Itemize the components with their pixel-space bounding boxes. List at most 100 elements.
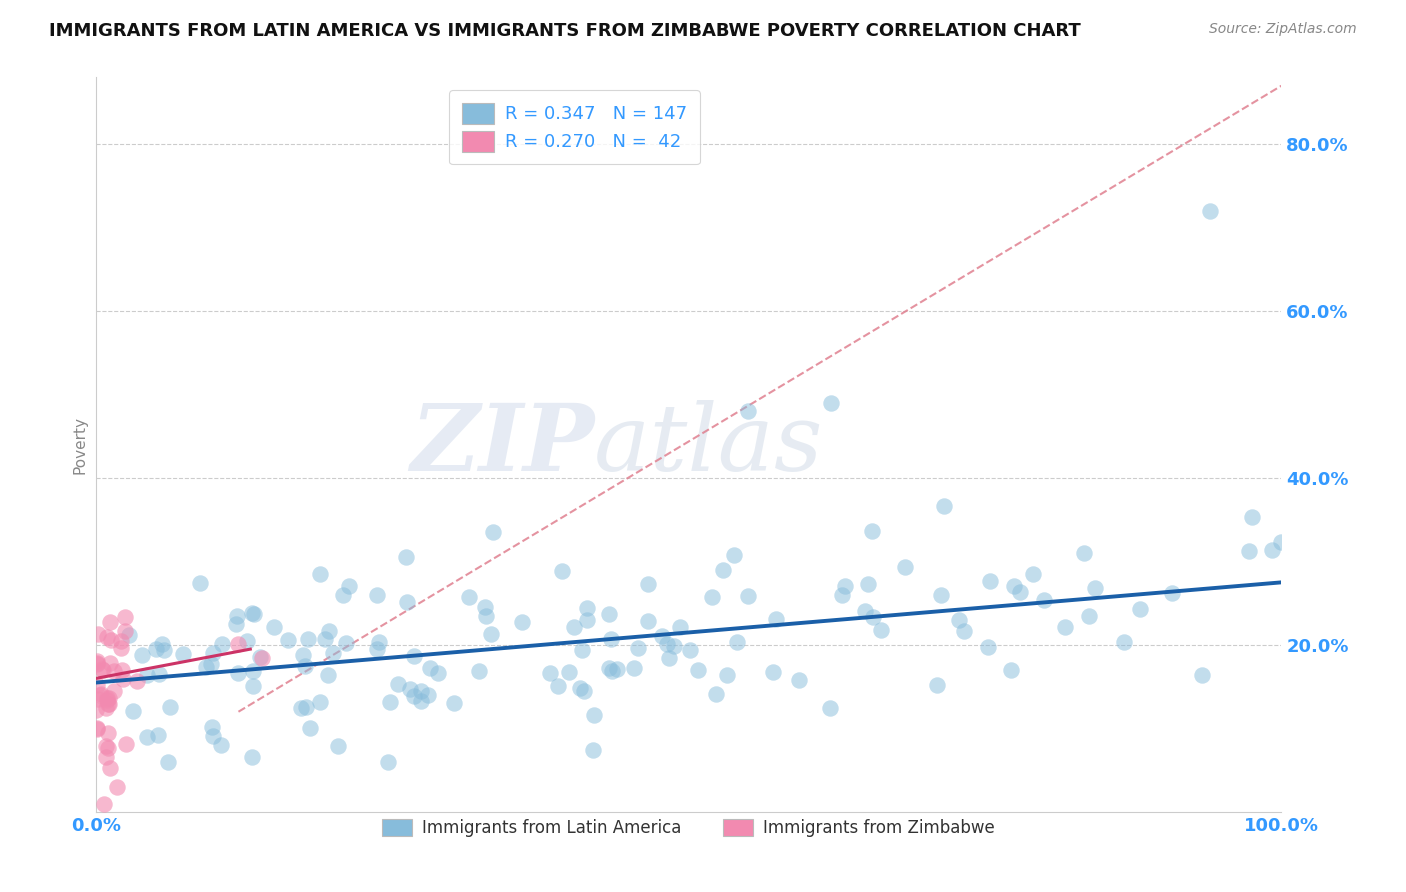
Point [98,691,121,706]
Point [558,665,581,679]
Point [292,648,315,663]
Point [277,632,299,647]
Point [562,620,585,634]
Point [103,684,125,698]
Point [679,643,702,657]
Point [93,797,115,811]
Point [1033,593,1056,607]
Point [86,657,108,671]
Point [402,689,425,703]
Point [135,668,157,682]
Point [240,606,263,620]
Point [96,697,118,711]
Point [482,524,505,539]
Point [443,697,465,711]
Point [1077,608,1099,623]
Point [226,666,249,681]
Point [637,614,659,628]
Point [86,654,108,668]
Point [399,682,422,697]
Point [86,678,108,692]
Point [110,633,132,648]
Point [188,575,211,590]
Point [1129,602,1152,616]
Point [159,700,181,714]
Point [328,739,350,753]
Point [240,749,263,764]
Point [243,607,266,621]
Point [686,663,709,677]
Point [110,640,132,655]
Point [869,623,891,637]
Point [1260,543,1282,558]
Point [112,673,135,687]
Point [94,739,117,753]
Point [831,588,853,602]
Point [929,588,952,602]
Point [263,620,285,634]
Point [308,695,330,709]
Point [377,755,399,769]
Point [378,695,401,709]
Point [479,627,502,641]
Point [94,701,117,715]
Point [637,577,659,591]
Point [86,721,108,735]
Point [335,636,357,650]
Point [236,634,259,648]
Point [366,587,388,601]
Point [475,609,498,624]
Point [195,659,218,673]
Point [90,687,112,701]
Point [762,665,785,679]
Point [337,579,360,593]
Point [308,566,330,581]
Point [201,720,224,734]
Point [1239,543,1261,558]
Point [86,703,108,717]
Point [627,641,650,656]
Point [294,658,316,673]
Point [367,635,389,649]
Point [725,635,748,649]
Point [209,738,232,752]
Point [818,700,841,714]
Point [1240,510,1263,524]
Point [583,707,606,722]
Point [820,396,842,410]
Point [87,691,110,706]
Point [98,761,121,775]
Point [716,668,738,682]
Point [571,642,593,657]
Point [932,499,955,513]
Point [1000,663,1022,677]
Point [322,646,344,660]
Point [737,404,759,418]
Point [1073,546,1095,560]
Point [131,648,153,662]
Point [664,639,686,653]
Point [411,683,433,698]
Point [98,615,121,629]
Point [723,549,745,563]
Point [97,741,120,756]
Point [387,677,409,691]
Point [669,619,692,633]
Point [156,755,179,769]
Point [623,661,645,675]
Point [96,726,118,740]
Point [1054,620,1077,634]
Point [538,666,561,681]
Point [737,589,759,603]
Point [395,595,418,609]
Point [467,664,489,678]
Point [862,610,884,624]
Point [89,688,111,702]
Point [148,667,170,681]
Point [152,637,174,651]
Point [200,657,222,672]
Point [598,661,620,675]
Point [242,679,264,693]
Point [366,641,388,656]
Point [395,549,418,564]
